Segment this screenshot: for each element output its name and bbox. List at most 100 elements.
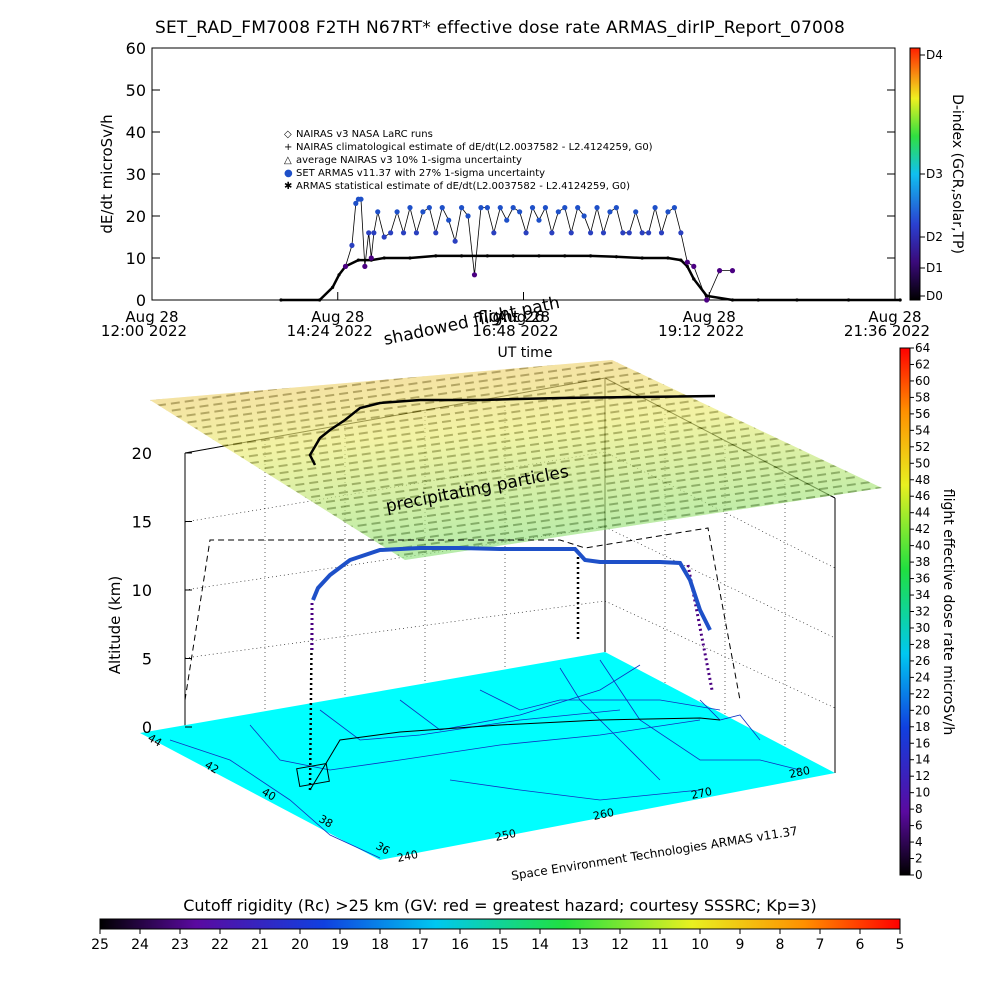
xtick-label-time: 21:36 2022 — [844, 322, 930, 340]
3d-flight-panel: precipitating particles — [106, 360, 882, 883]
armas-point — [407, 205, 413, 211]
nairas-point — [679, 258, 683, 262]
legend-label: NAIRAS climatological estimate of dE/dt(… — [296, 142, 653, 153]
xtick-label-time: 12:00 2022 — [101, 322, 187, 340]
time-series-xlabel: UT time — [498, 345, 553, 361]
rigidity-tick-label: 9 — [736, 937, 745, 953]
dose-tick-label: 48 — [915, 473, 930, 487]
rigidity-tick-label: 18 — [371, 937, 389, 953]
legend-label: average NAIRAS v3 10% 1-sigma uncertaint… — [296, 155, 522, 166]
dose-tick-label: 32 — [915, 605, 930, 619]
armas-point — [349, 242, 355, 248]
d-index-label: D-index (GCR,solar,TP) — [949, 94, 965, 254]
nairas-point — [666, 256, 670, 260]
rigidity-tick-label: 19 — [331, 937, 349, 953]
armas-point — [658, 230, 665, 236]
rigidity-tick-label: 13 — [571, 937, 589, 953]
departure-box — [296, 762, 330, 788]
armas-point — [484, 205, 490, 211]
armas-point — [568, 230, 574, 236]
altitude-tick-label: 20 — [132, 444, 152, 463]
armas-point — [465, 213, 471, 219]
armas-point — [536, 217, 542, 223]
armas-point — [375, 209, 381, 215]
longitude-tick-label: 280 — [788, 764, 811, 781]
rigidity-tick-label: 24 — [131, 937, 149, 953]
nairas-point — [795, 298, 799, 302]
armas-point — [652, 205, 658, 211]
dose-tick-label: 36 — [915, 572, 930, 586]
rigidity-tick-label: 5 — [896, 937, 905, 953]
xtick-label-date: Aug 28 — [311, 308, 364, 326]
altitude-tick-label: 0 — [142, 718, 152, 737]
armas-point — [665, 209, 671, 215]
dose-tick-label: 4 — [915, 835, 923, 849]
ytick-label: 20 — [126, 207, 146, 226]
altitude-tick-label: 5 — [142, 650, 152, 669]
legend-symbol: ● — [284, 168, 293, 179]
nairas-point — [685, 264, 689, 268]
dose-tick-label: 42 — [915, 522, 930, 536]
dose-tick-label: 16 — [915, 736, 930, 750]
altitude-label: Altitude (km) — [106, 576, 124, 674]
dose-tick-label: 26 — [915, 654, 930, 668]
nairas-point — [588, 254, 593, 258]
rigidity-tick-label: 8 — [776, 937, 785, 953]
armas-point — [433, 230, 439, 236]
credit-label: Space Environment Technologies ARMAS v11… — [510, 824, 798, 883]
legend-symbol: ◇ — [284, 129, 292, 140]
ytick-label: 10 — [126, 249, 146, 268]
nairas-point — [318, 298, 322, 302]
page-title: SET_RAD_FM7008 F2TH N67RT* effective dos… — [154, 18, 846, 38]
nairas-point — [614, 255, 618, 259]
dose-tick-label: 8 — [915, 802, 923, 816]
armas-point — [600, 230, 607, 236]
armas-point — [420, 209, 426, 215]
rigidity-tick-label: 17 — [411, 937, 429, 953]
armas-point — [413, 230, 420, 236]
armas-point — [542, 205, 549, 211]
nairas-point — [459, 254, 464, 258]
dose-tick-label: 38 — [915, 555, 930, 569]
ytick-label: 0 — [136, 291, 146, 310]
dose-tick-label: 20 — [915, 703, 930, 717]
armas-point — [555, 209, 561, 215]
rigidity-tick-label: 11 — [651, 937, 669, 953]
rigidity-tick-label: 15 — [491, 937, 509, 953]
rigidity-tick-label: 25 — [91, 937, 109, 953]
armas-point — [613, 205, 619, 211]
dose-tick-label: 54 — [915, 423, 930, 437]
rigidity-tick-label: 21 — [251, 937, 269, 953]
armas-point — [620, 230, 626, 236]
dose-rate-plane-texture — [150, 360, 882, 560]
dose-tick-label: 46 — [915, 489, 930, 503]
latitude-tick-label: 40 — [260, 785, 279, 803]
rigidity-tick-label: 6 — [856, 937, 865, 953]
nairas-point — [705, 294, 709, 298]
dose-tick-label: 28 — [915, 637, 930, 651]
rigidity-tick-label: 23 — [171, 937, 189, 953]
armas-point — [510, 205, 516, 211]
armas-point — [368, 255, 374, 261]
flight-path-3d — [311, 546, 712, 631]
nairas-point — [640, 256, 644, 260]
armas-point — [529, 205, 536, 211]
ytick-label: 40 — [126, 123, 146, 142]
armas-point — [639, 230, 645, 236]
nairas-point — [408, 256, 412, 260]
dose-tick-label: 18 — [915, 720, 930, 734]
nairas-point — [382, 256, 386, 260]
rigidity-tick-label: 10 — [691, 937, 709, 953]
dose-tick-label: 10 — [915, 786, 930, 800]
armas-point — [478, 205, 484, 211]
legend-label: NAIRAS v3 NASA LaRC runs — [296, 129, 433, 140]
d-tick-label: D0 — [926, 289, 943, 303]
armas-point — [581, 213, 587, 219]
latitude-tick-label: 38 — [317, 812, 336, 830]
shadow-flight-path — [184, 527, 741, 701]
dose-tick-label: 6 — [915, 819, 923, 833]
armas-point — [607, 209, 613, 215]
armas-point — [471, 272, 478, 278]
armas-point — [523, 230, 529, 236]
